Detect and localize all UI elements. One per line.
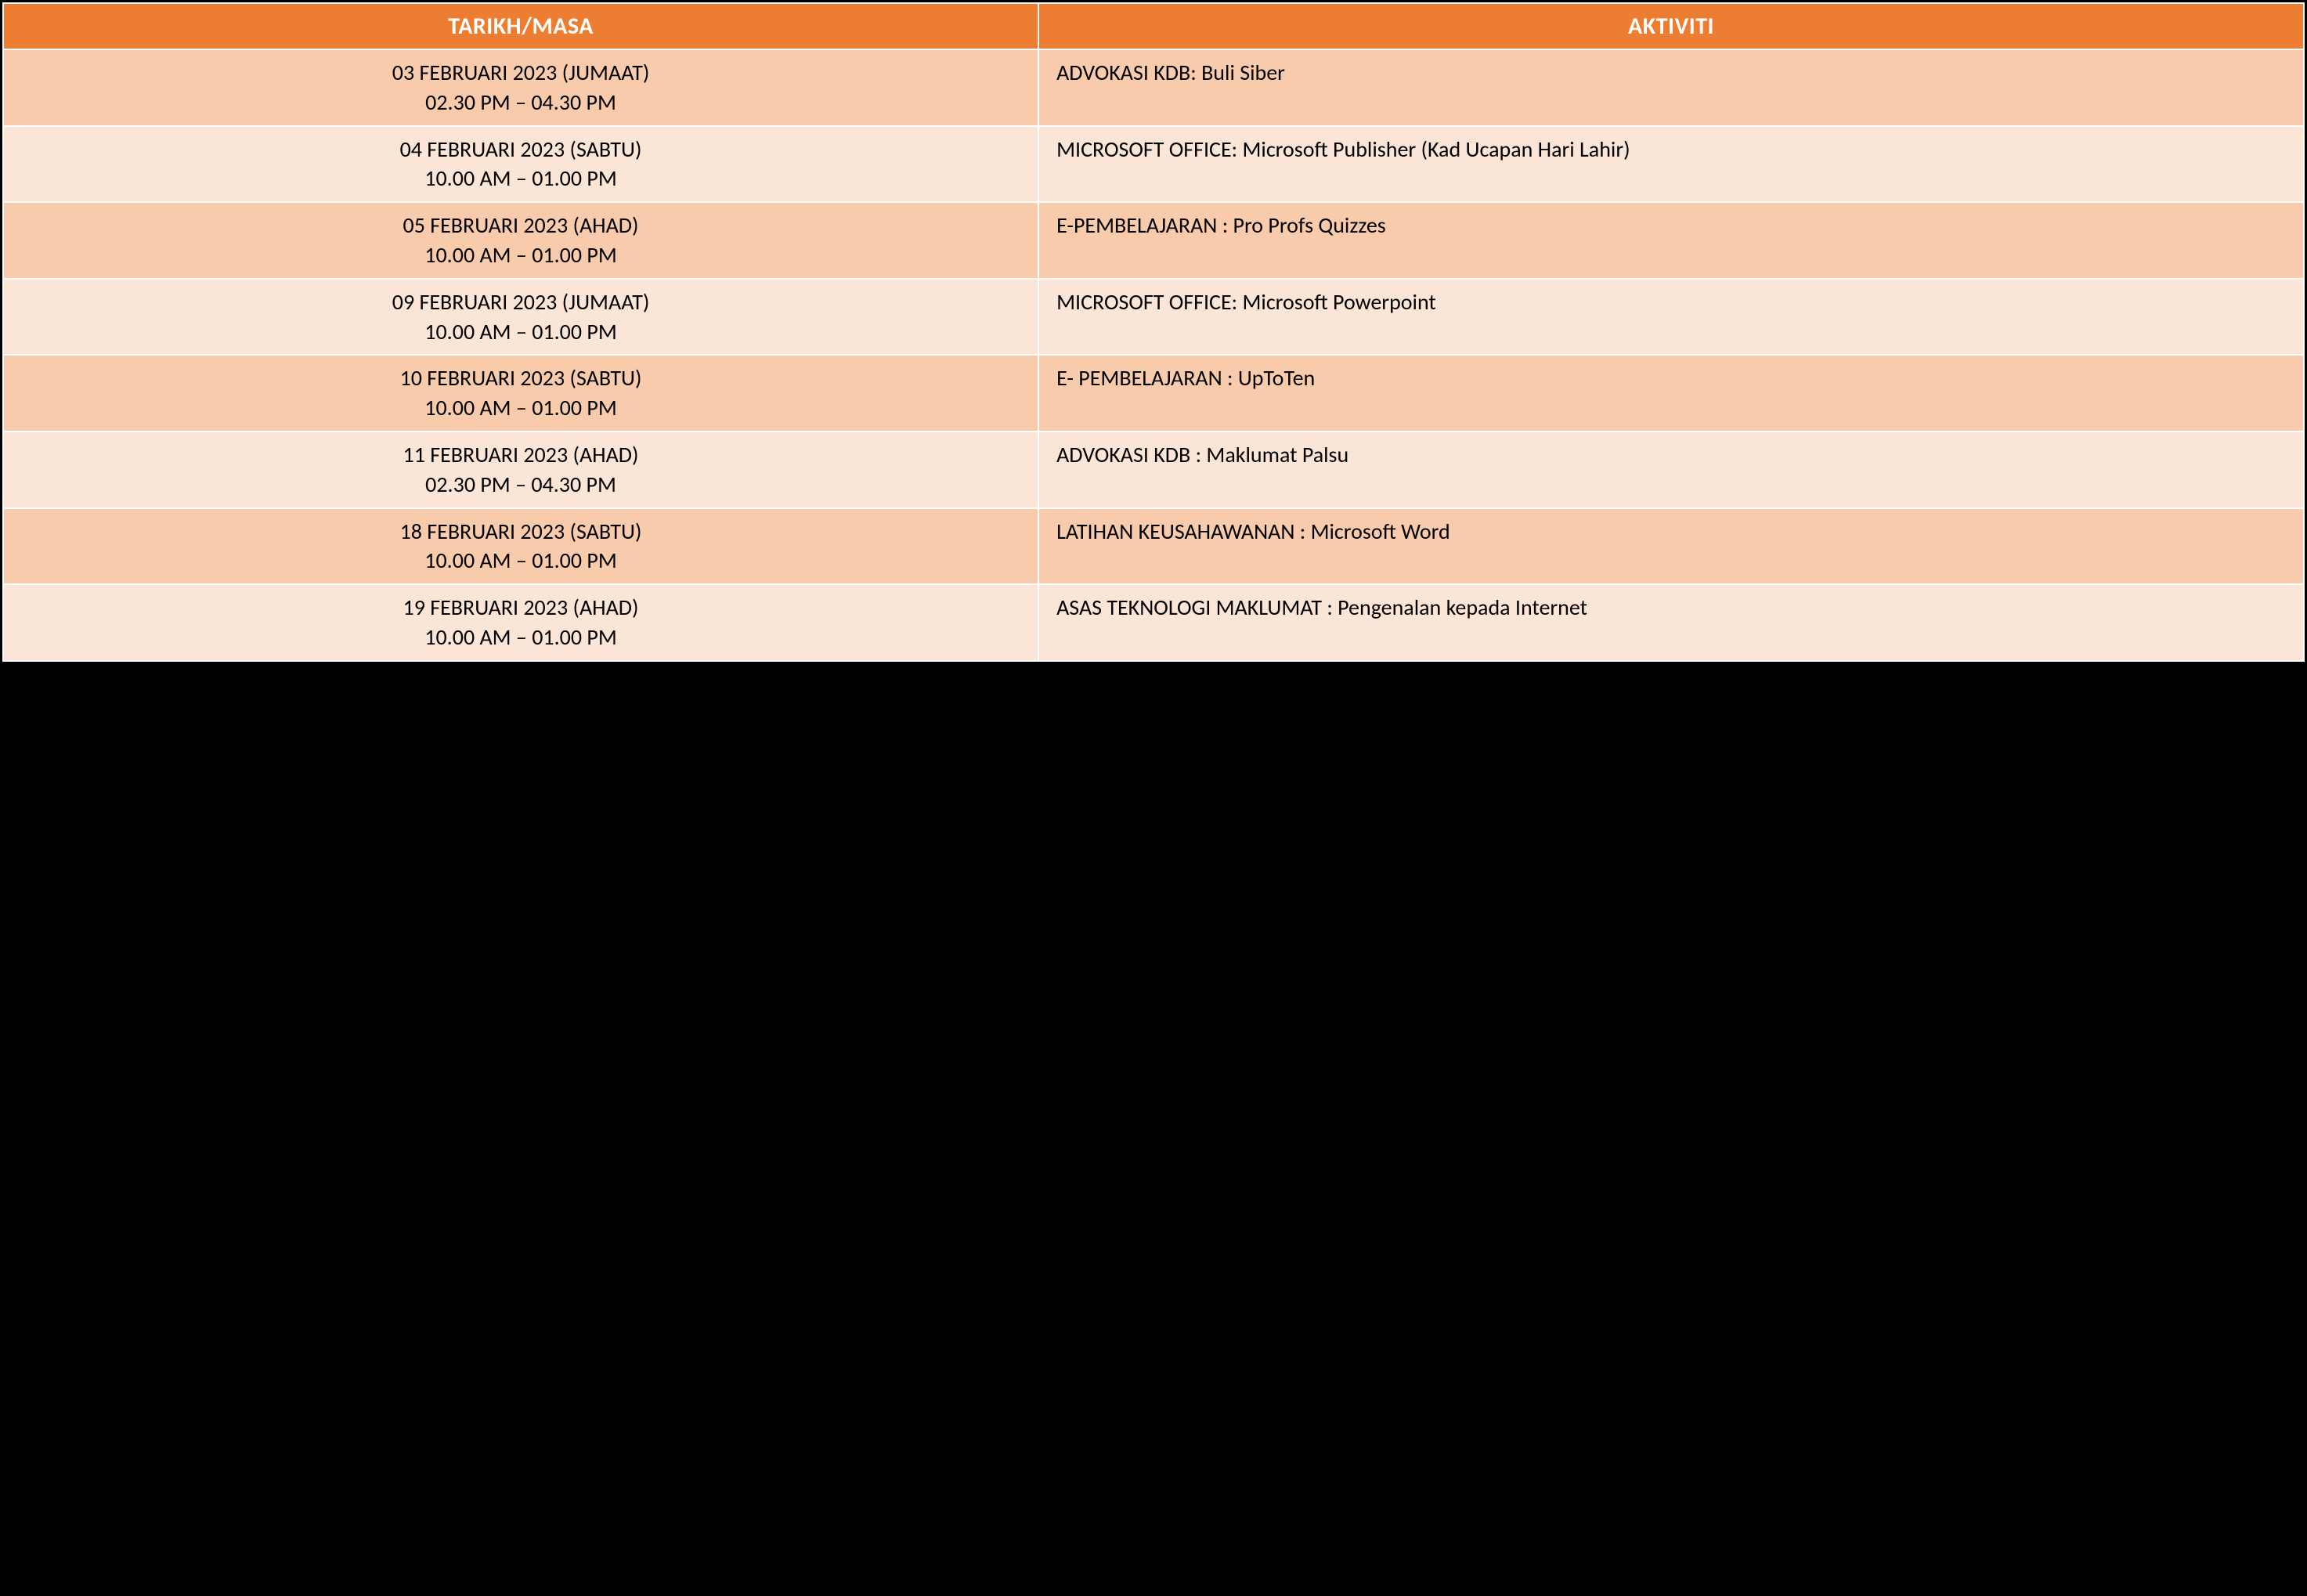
date-text: 04 FEBRUARI 2023 (SABTU) bbox=[21, 135, 1020, 164]
table-row: 09 FEBRUARI 2023 (JUMAAT)10.00 AM – 01.0… bbox=[3, 279, 2304, 356]
date-text: 19 FEBRUARI 2023 (AHAD) bbox=[21, 593, 1020, 623]
time-text: 10.00 AM – 01.00 PM bbox=[21, 164, 1020, 193]
activity-cell: MICROSOFT OFFICE: Microsoft Powerpoint bbox=[1038, 279, 2304, 356]
date-cell: 10 FEBRUARI 2023 (SABTU)10.00 AM – 01.00… bbox=[3, 355, 1038, 431]
time-text: 10.00 AM – 01.00 PM bbox=[21, 240, 1020, 270]
time-text: 10.00 AM – 01.00 PM bbox=[21, 317, 1020, 347]
activity-cell: ADVOKASI KDB: Buli Siber bbox=[1038, 49, 2304, 126]
activity-cell: E-PEMBELAJARAN : Pro Profs Quizzes bbox=[1038, 202, 2304, 279]
activity-cell: LATIHAN KEUSAHAWANAN : Microsoft Word bbox=[1038, 508, 2304, 585]
time-text: 02.30 PM – 04.30 PM bbox=[21, 88, 1020, 117]
date-text: 11 FEBRUARI 2023 (AHAD) bbox=[21, 440, 1020, 470]
date-cell: 18 FEBRUARI 2023 (SABTU)10.00 AM – 01.00… bbox=[3, 508, 1038, 585]
schedule-table-wrap: TARIKH/MASA AKTIVITI 03 FEBRUARI 2023 (J… bbox=[0, 0, 2307, 664]
date-text: 18 FEBRUARI 2023 (SABTU) bbox=[21, 517, 1020, 547]
table-row: 11 FEBRUARI 2023 (AHAD)02.30 PM – 04.30 … bbox=[3, 431, 2304, 508]
activity-cell: ADVOKASI KDB : Maklumat Palsu bbox=[1038, 431, 2304, 508]
date-text: 10 FEBRUARI 2023 (SABTU) bbox=[21, 363, 1020, 393]
date-cell: 09 FEBRUARI 2023 (JUMAAT)10.00 AM – 01.0… bbox=[3, 279, 1038, 356]
date-cell: 05 FEBRUARI 2023 (AHAD)10.00 AM – 01.00 … bbox=[3, 202, 1038, 279]
date-text: 05 FEBRUARI 2023 (AHAD) bbox=[21, 211, 1020, 240]
schedule-table: TARIKH/MASA AKTIVITI 03 FEBRUARI 2023 (J… bbox=[2, 2, 2305, 662]
activity-cell: MICROSOFT OFFICE: Microsoft Publisher (K… bbox=[1038, 126, 2304, 203]
col-header-activity: AKTIVITI bbox=[1038, 3, 2304, 49]
time-text: 02.30 PM – 04.30 PM bbox=[21, 470, 1020, 500]
table-row: 03 FEBRUARI 2023 (JUMAAT)02.30 PM – 04.3… bbox=[3, 49, 2304, 126]
col-header-date: TARIKH/MASA bbox=[3, 3, 1038, 49]
date-cell: 19 FEBRUARI 2023 (AHAD)10.00 AM – 01.00 … bbox=[3, 584, 1038, 661]
time-text: 10.00 AM – 01.00 PM bbox=[21, 623, 1020, 652]
table-row: 10 FEBRUARI 2023 (SABTU)10.00 AM – 01.00… bbox=[3, 355, 2304, 431]
activity-cell: ASAS TEKNOLOGI MAKLUMAT : Pengenalan kep… bbox=[1038, 584, 2304, 661]
table-row: 04 FEBRUARI 2023 (SABTU)10.00 AM – 01.00… bbox=[3, 126, 2304, 203]
date-cell: 04 FEBRUARI 2023 (SABTU)10.00 AM – 01.00… bbox=[3, 126, 1038, 203]
table-header-row: TARIKH/MASA AKTIVITI bbox=[3, 3, 2304, 49]
table-row: 18 FEBRUARI 2023 (SABTU)10.00 AM – 01.00… bbox=[3, 508, 2304, 585]
date-cell: 03 FEBRUARI 2023 (JUMAAT)02.30 PM – 04.3… bbox=[3, 49, 1038, 126]
date-text: 09 FEBRUARI 2023 (JUMAAT) bbox=[21, 287, 1020, 317]
date-text: 03 FEBRUARI 2023 (JUMAAT) bbox=[21, 58, 1020, 88]
activity-cell: E- PEMBELAJARAN : UpToTen bbox=[1038, 355, 2304, 431]
table-row: 05 FEBRUARI 2023 (AHAD)10.00 AM – 01.00 … bbox=[3, 202, 2304, 279]
date-cell: 11 FEBRUARI 2023 (AHAD)02.30 PM – 04.30 … bbox=[3, 431, 1038, 508]
time-text: 10.00 AM – 01.00 PM bbox=[21, 393, 1020, 423]
table-row: 19 FEBRUARI 2023 (AHAD)10.00 AM – 01.00 … bbox=[3, 584, 2304, 661]
time-text: 10.00 AM – 01.00 PM bbox=[21, 546, 1020, 576]
